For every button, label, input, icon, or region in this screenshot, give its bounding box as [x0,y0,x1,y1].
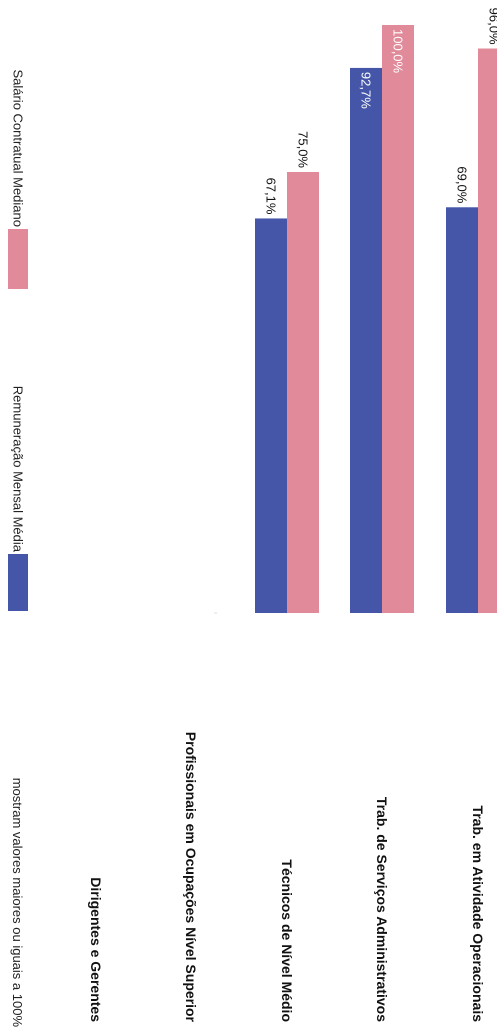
data-label-salario-operacionais: 96,0% [486,8,497,45]
bar-salario-tecnicos [287,172,319,613]
bar-remuneracao-tecnicos [255,218,287,613]
category-label-tecnicos: Técnicos de Nível Médio [279,859,295,1022]
category-labels: Dirigentes e Gerentes Profissionais em Oc… [88,732,486,1023]
data-labels: 67,1% 92,7% 69,0% 75,0% 100,0% 96,0% [263,8,497,215]
legend-swatch-remuneracao [8,554,28,611]
legend-swatch-salario [8,229,28,289]
bar-remuneracao-administrativos [350,67,382,613]
data-label-remuneracao-tecnicos: 67,1% [263,178,278,215]
bar-salario-administrativos [382,25,414,613]
legend-label-remuneracao: Remuneração Mensal Média [10,386,25,553]
bar-remuneracao-operacionais [446,207,478,613]
data-label-salario-administrativos: 100,0% [390,29,405,74]
legend-label-salario: Salário Contratual Mediano [10,69,25,227]
note-text: mostram valores maiores ou iguais a 100% [10,778,25,1028]
category-label-profissionais: Profissionais em Ocupações Nível Superio… [183,732,199,1023]
data-label-salario-tecnicos: 75,0% [295,131,310,168]
bars [255,25,497,613]
data-label-remuneracao-administrativos: 92,7% [358,72,373,109]
category-label-administrativos: Trab. de Serviços Administrativos [374,797,390,1022]
category-label-dirigentes: Dirigentes e Gerentes [88,877,104,1022]
data-label-remuneracao-operacionais: 69,0% [454,166,469,203]
category-label-operacionais: Trab. em Atividade Operacionais [470,805,486,1022]
bar-salario-operacionais [478,48,497,613]
